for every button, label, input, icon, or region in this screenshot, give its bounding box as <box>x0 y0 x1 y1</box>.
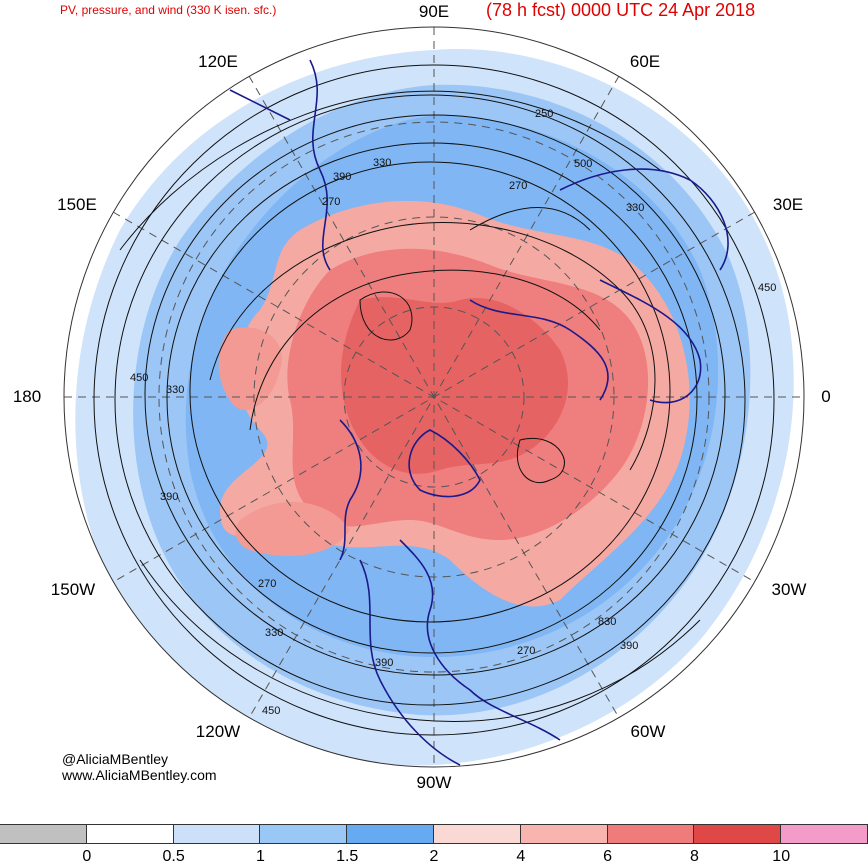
coastlines <box>229 59 729 766</box>
colorbar-segment <box>693 824 782 844</box>
colorbar-tick-label: 8 <box>689 848 699 865</box>
lon-label-150e: 150E <box>57 195 97 214</box>
chart-title-left: PV, pressure, and wind (330 K isen. sfc.… <box>60 3 277 17</box>
colorbar-tick-label: 6 <box>603 848 613 865</box>
credit-website: www.AliciaMBentley.com <box>62 767 217 783</box>
colorbar-segment <box>0 824 87 844</box>
colorbar-tick-label: 0.5 <box>162 848 185 865</box>
contour-label: 450 <box>130 372 148 384</box>
lon-label-90w: 90W <box>416 773 452 792</box>
colorbar-segment <box>172 824 261 844</box>
colorbar-tick-label: 1 <box>255 848 265 865</box>
contour-label: 270 <box>517 645 535 657</box>
contour-label: 450 <box>262 705 280 717</box>
contour-label: 330 <box>166 384 184 396</box>
colorbar-segment <box>346 824 434 844</box>
colorbar-segment <box>780 824 868 844</box>
lon-label-60e: 60E <box>629 52 661 71</box>
lon-label-120e: 120E <box>198 52 238 71</box>
pv-field-red-lobe-west <box>218 327 282 410</box>
colorbar <box>0 824 868 844</box>
colorbar-segment <box>606 824 695 844</box>
contour-label: 390 <box>375 657 393 669</box>
credit-handle: @AliciaMBentley <box>62 751 169 767</box>
colorbar-tick-label: 2 <box>429 848 439 865</box>
contour-label: 390 <box>160 491 178 503</box>
colorbar-tick-label: 1.5 <box>336 848 359 865</box>
lon-label-180: 180 <box>12 387 42 406</box>
contour-label: 330 <box>373 157 391 169</box>
contour-label: 250 <box>535 108 553 120</box>
pv-field-red-lobe-sw <box>235 501 350 556</box>
pressure-contours <box>93 64 775 736</box>
contour-label: 830 <box>598 616 616 628</box>
contour-label: 270 <box>258 578 276 590</box>
meridians <box>64 27 804 767</box>
contour-label: 390 <box>333 171 351 183</box>
lon-label-120w: 120W <box>195 722 241 741</box>
contour-label: 330 <box>265 627 283 639</box>
colorbar-tick-label: 4 <box>516 848 526 865</box>
contour-label: 390 <box>620 640 638 652</box>
colorbar-tick-label: 0 <box>82 848 92 865</box>
colorbar-segment <box>259 824 348 844</box>
colorbar-tick-label: 10 <box>772 848 791 865</box>
contour-label: 450 <box>758 282 776 294</box>
colorbar-segment <box>519 824 608 844</box>
colorbar-segment <box>432 824 521 844</box>
lon-label-90e: 90E <box>418 2 450 21</box>
map-boundary <box>63 26 805 768</box>
lon-label-30w: 30W <box>771 580 807 599</box>
lon-label-30e: 30E <box>772 195 804 214</box>
contour-label: 270 <box>322 196 340 208</box>
contour-label: 270 <box>509 180 527 192</box>
contour-labels: 250 330 390 270 500 330 450 270 450 330 … <box>130 108 776 717</box>
colorbar-segment <box>85 824 174 844</box>
lon-label-60w: 60W <box>630 722 666 741</box>
lon-label-0: 0 <box>821 387 831 406</box>
lon-label-150w: 150W <box>50 580 96 599</box>
contour-label: 330 <box>626 202 644 214</box>
chart-title-right: (78 h fcst) 0000 UTC 24 Apr 2018 <box>486 0 756 20</box>
contour-label: 500 <box>574 158 592 170</box>
pv-field-red-dark <box>341 297 569 474</box>
